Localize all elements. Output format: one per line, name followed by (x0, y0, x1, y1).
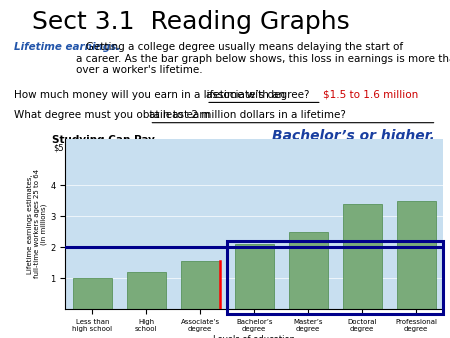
Bar (235, 244, 274, 309)
Text: at least 2 million dollars in a lifetime?: at least 2 million dollars in a lifetime… (149, 110, 346, 120)
Text: Getting a college degree usually means delaying the start of
a career. As the ba: Getting a college degree usually means d… (76, 42, 450, 75)
Text: Sect 3.1  Reading Graphs: Sect 3.1 Reading Graphs (32, 10, 349, 34)
X-axis label: Levels of education: Levels of education (213, 335, 295, 338)
Text: What degree must you obtain to earn: What degree must you obtain to earn (14, 110, 213, 120)
Y-axis label: Lifetime earnings estimates,
full-time workers ages 25 to 64
(in millions): Lifetime earnings estimates, full-time w… (27, 169, 47, 279)
Text: How much money will you earn in a lifetime with an: How much money will you earn in a lifeti… (14, 90, 288, 100)
Bar (73, 278, 112, 309)
Text: Studying Can Pay: Studying Can Pay (52, 135, 155, 145)
Text: Bachelor’s or higher.: Bachelor’s or higher. (272, 129, 435, 143)
Bar (127, 272, 166, 309)
Bar (289, 232, 328, 309)
Text: associate’s degree?: associate’s degree? (206, 90, 310, 100)
Text: $1.5 to 1.6 million: $1.5 to 1.6 million (323, 90, 418, 100)
Text: $5: $5 (54, 143, 64, 152)
Text: Lifetime earnings.: Lifetime earnings. (14, 42, 120, 52)
Bar (343, 204, 382, 309)
Bar (181, 261, 220, 309)
Bar (227, 241, 443, 314)
Bar (397, 201, 436, 309)
